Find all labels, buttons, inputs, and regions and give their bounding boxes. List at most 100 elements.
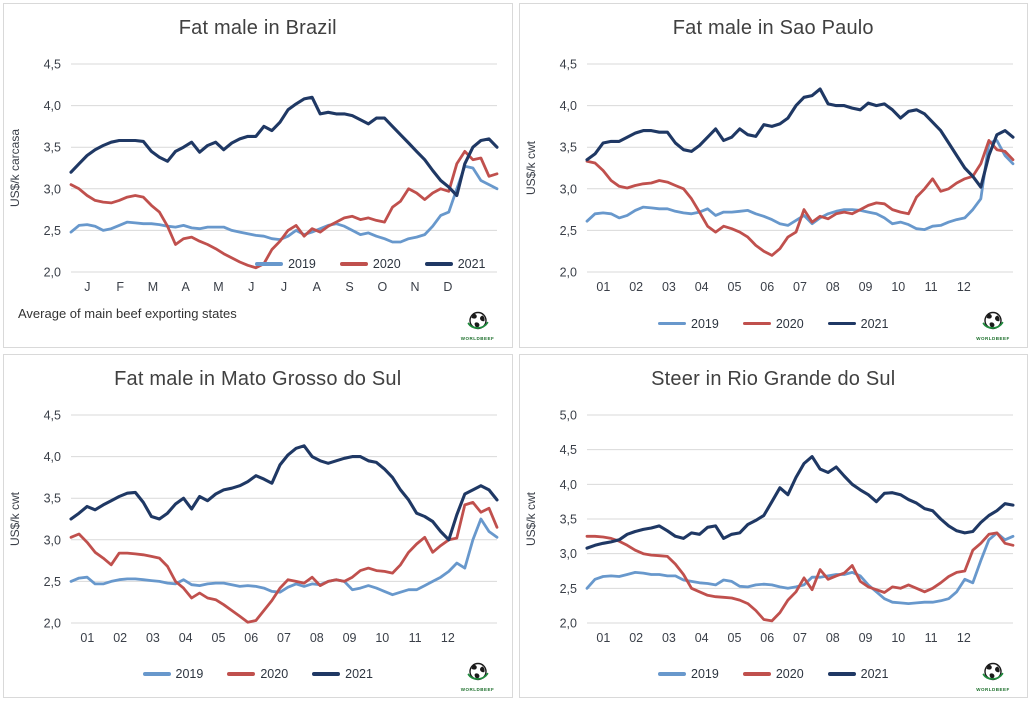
x-tick-label: 10 — [891, 280, 905, 294]
legend-item-2019: 2019 — [658, 667, 719, 681]
legend-item-2021: 2021 — [827, 667, 889, 681]
legend-swatch-2019 — [658, 672, 687, 676]
series-2020-line — [69, 150, 499, 270]
legend-label: 2019 — [175, 667, 204, 681]
logo-caption: WORLDBEEF — [460, 336, 495, 341]
globe-icon — [982, 662, 1004, 680]
y-tick-label: 4,0 — [559, 477, 576, 491]
y-tick-label: 4,5 — [44, 408, 61, 422]
globe-icon — [467, 311, 488, 330]
legend-rio-grande-do-sul: 2019 2020 2021 — [520, 667, 1028, 681]
y-tick-label: 5,0 — [559, 408, 576, 422]
series-2021-line — [69, 443, 499, 541]
legend-item-2021: 2021 — [827, 316, 889, 331]
series-2020-line — [69, 500, 499, 624]
y-tick-label: 3,0 — [44, 533, 61, 547]
y-tick-label: 3,0 — [559, 182, 576, 196]
x-tick-label: 12 — [441, 631, 455, 645]
plot-area-brazil: 4,5 4,0 3,5 3,0 2,5 2,0 US$/k carcasa J F M A M J J A S… — [8, 58, 499, 294]
worldbeef-logo: WORLDBEEF — [971, 311, 1015, 342]
x-tick-label: N — [411, 280, 420, 294]
series-2019-line — [585, 139, 1015, 232]
y-tick-label: 4,0 — [44, 450, 61, 464]
plot-area-sao-paulo: 4,5 4,0 3,5 3,0 2,5 2,0 US$/k cwt 01 02 03 04 05 06 0… — [524, 58, 1015, 294]
y-tick-label: 2,0 — [44, 266, 61, 280]
legend-mato-grosso-do-sul: 2019 2020 2021 — [4, 667, 512, 681]
chart-panel-sao-paulo: Fat male in Sao Paulo 4,5 4,0 3,5 3,0 2,5 2,0… — [518, 3, 1028, 348]
y-tick-label: 4,5 — [559, 443, 576, 457]
legend-swatch-2020 — [742, 321, 771, 326]
y-tick-label: 3,5 — [559, 141, 576, 155]
series-2021-line — [585, 454, 1015, 550]
x-tick-label: 01 — [596, 280, 610, 294]
legend-label: 2020 — [372, 257, 401, 271]
y-tick-label: 2,5 — [559, 581, 576, 595]
x-tick-label: J — [248, 280, 254, 294]
legend-swatch-2020 — [339, 262, 368, 266]
x-tick-label: M — [214, 280, 224, 294]
x-tick-label: F — [117, 280, 125, 294]
series-2019-line — [585, 530, 1015, 605]
x-tick-label: 04 — [179, 631, 193, 645]
logo-caption: WORLDBEEF — [460, 686, 495, 692]
legend-label: 2021 — [860, 667, 889, 681]
x-tick-label: 03 — [146, 631, 160, 645]
x-tick-label: 06 — [245, 631, 259, 645]
y-tick-label: 4,5 — [559, 58, 576, 72]
x-tick-label: 04 — [694, 631, 708, 645]
y-axis-title: US$/k cwt — [8, 491, 22, 546]
legend-label: 2019 — [691, 316, 719, 331]
y-tick-label: 4,0 — [44, 99, 61, 113]
x-tick-label: 05 — [727, 280, 741, 294]
x-tick-label: 07 — [277, 631, 291, 645]
legend-label: 2021 — [345, 667, 373, 681]
y-axis-title: US$/k cwt — [524, 140, 538, 195]
legend-brazil: 2019 2020 2021 — [255, 257, 486, 271]
y-tick-label: 2,5 — [44, 224, 61, 238]
y-axis-title: US$/k cwt — [524, 491, 538, 546]
legend-item-2020: 2020 — [742, 667, 804, 681]
x-tick-label: 02 — [629, 280, 643, 294]
x-tick-label: M — [148, 280, 158, 294]
y-tick-label: 3,5 — [44, 141, 61, 155]
worldbeef-logo: WORLDBEEF — [456, 311, 500, 342]
x-tick-label: O — [378, 280, 388, 294]
x-tick-label: 08 — [826, 631, 840, 645]
x-tick-label: 03 — [662, 631, 676, 645]
plot-area-rio-grande-do-sul: 5,0 4,5 4,0 3,5 3,0 2,5 2,0 US$/k cwt 01 02 03 04 05… — [524, 408, 1015, 645]
legend-swatch-2020 — [742, 672, 771, 676]
globe-icon — [982, 311, 1004, 330]
legend-label: 2019 — [288, 257, 316, 271]
y-tick-label: 4,5 — [44, 58, 61, 72]
legend-label: 2020 — [775, 667, 804, 681]
legend-item-2019: 2019 — [255, 257, 316, 271]
x-tick-label: 11 — [409, 631, 422, 645]
y-tick-label: 3,5 — [44, 491, 61, 505]
chart-footnote: Average of main beef exporting states — [18, 305, 237, 321]
logo-caption: WORLDBEEF — [976, 336, 1010, 341]
x-tick-label: 08 — [310, 631, 324, 645]
worldbeef-logo: WORLDBEEF — [456, 662, 500, 693]
legend-item-2020: 2020 — [339, 257, 401, 271]
legend-label: 2021 — [860, 316, 889, 331]
x-tick-label: 10 — [891, 631, 905, 645]
x-tick-label: 06 — [760, 631, 774, 645]
chart-panel-brazil: Fat male in Brazil 4,5 4,0 3,5 3,0 2,5 2,0 US$… — [3, 3, 513, 348]
legend-swatch-2019 — [142, 672, 171, 676]
x-tick-label: 12 — [957, 280, 971, 294]
y-tick-label: 2,5 — [44, 574, 61, 588]
legend-swatch-2021 — [424, 262, 453, 266]
x-tick-label: D — [444, 280, 453, 294]
chart-title-brazil: Fat male in Brazil — [178, 17, 337, 39]
legend-sao-paulo: 2019 2020 2021 — [520, 317, 1028, 331]
legend-item-2020: 2020 — [227, 667, 288, 681]
legend-swatch-2021 — [312, 672, 341, 676]
x-tick-label: 09 — [858, 631, 872, 645]
x-tick-label: 02 — [629, 631, 643, 645]
y-tick-label: 3,0 — [559, 547, 576, 561]
x-tick-label: 10 — [376, 631, 390, 645]
x-tick-label: 09 — [858, 280, 872, 294]
chart-title-mato-grosso-do-sul: Fat male in Mato Grosso do Sul — [114, 367, 402, 390]
x-tick-label: 03 — [662, 280, 676, 294]
legend-label: 2019 — [691, 667, 719, 681]
